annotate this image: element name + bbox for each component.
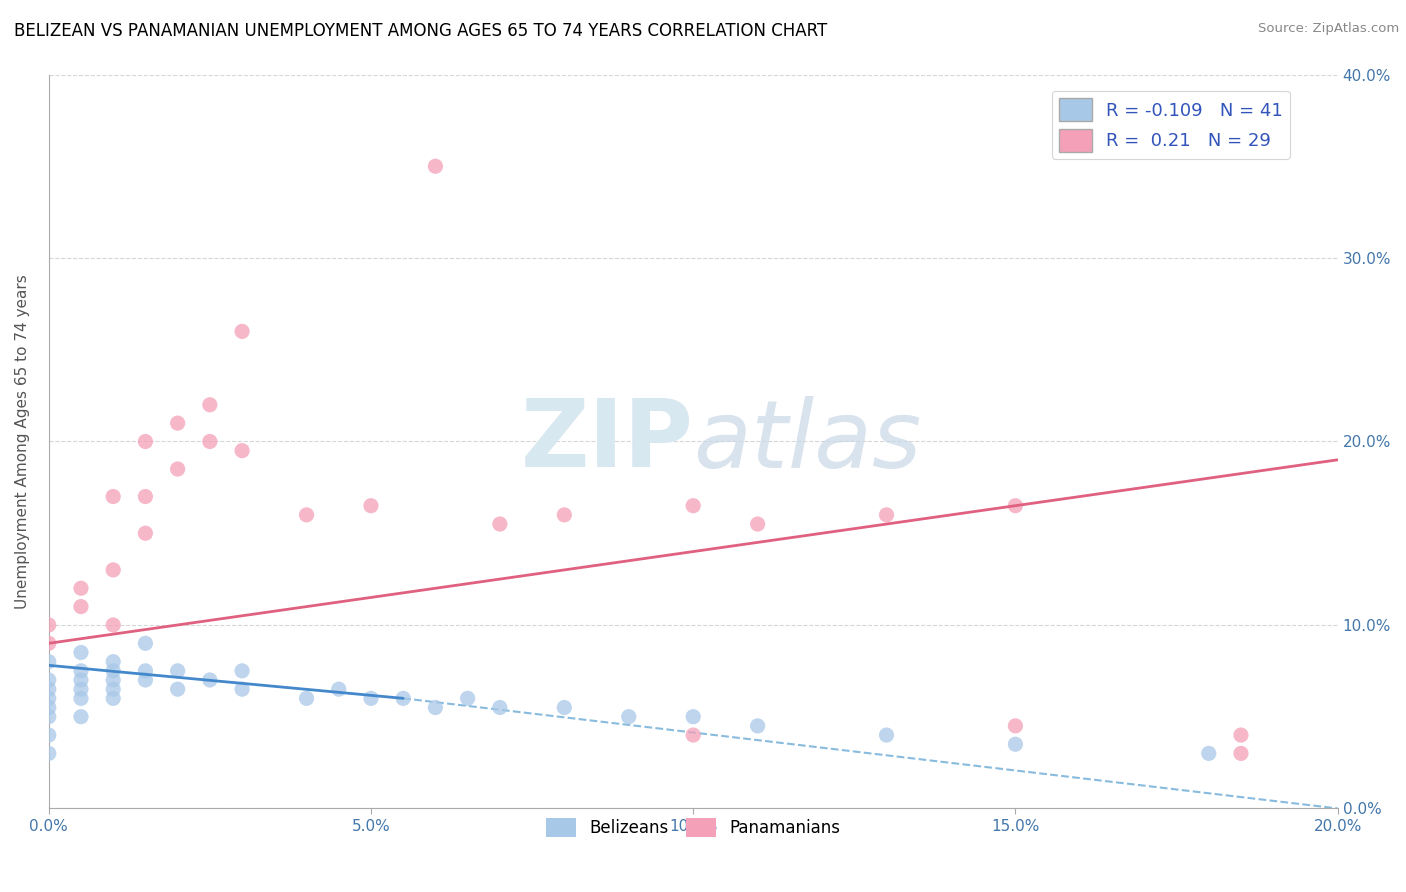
Point	[553, 700, 575, 714]
Point	[70, 709, 93, 723]
Text: BELIZEAN VS PANAMANIAN UNEMPLOYMENT AMONG AGES 65 TO 74 YEARS CORRELATION CHART: BELIZEAN VS PANAMANIAN UNEMPLOYMENT AMON…	[14, 22, 827, 40]
Point	[70, 664, 93, 678]
Point	[103, 682, 125, 697]
Point	[876, 508, 898, 522]
Point	[457, 691, 479, 706]
Point	[747, 516, 769, 531]
Point	[134, 664, 156, 678]
Point	[70, 581, 93, 595]
Point	[489, 516, 512, 531]
Legend: Belizeans, Panamanians: Belizeans, Panamanians	[540, 812, 846, 844]
Point	[38, 709, 60, 723]
Point	[392, 691, 415, 706]
Point	[38, 655, 60, 669]
Point	[38, 673, 60, 687]
Point	[360, 499, 382, 513]
Text: Source: ZipAtlas.com: Source: ZipAtlas.com	[1258, 22, 1399, 36]
Point	[1004, 499, 1026, 513]
Point	[1198, 747, 1220, 761]
Point	[166, 416, 188, 430]
Point	[134, 526, 156, 541]
Point	[38, 728, 60, 742]
Point	[134, 490, 156, 504]
Point	[70, 691, 93, 706]
Point	[70, 645, 93, 659]
Point	[38, 682, 60, 697]
Point	[425, 700, 447, 714]
Point	[1004, 719, 1026, 733]
Point	[38, 747, 60, 761]
Point	[231, 682, 253, 697]
Point	[166, 462, 188, 476]
Point	[198, 434, 221, 449]
Point	[38, 618, 60, 632]
Point	[295, 691, 318, 706]
Point	[617, 709, 640, 723]
Point	[198, 673, 221, 687]
Point	[103, 655, 125, 669]
Text: atlas: atlas	[693, 396, 921, 487]
Point	[682, 709, 704, 723]
Point	[682, 499, 704, 513]
Point	[103, 691, 125, 706]
Point	[1230, 728, 1253, 742]
Text: ZIP: ZIP	[520, 395, 693, 488]
Point	[682, 728, 704, 742]
Point	[103, 618, 125, 632]
Point	[166, 682, 188, 697]
Point	[489, 700, 512, 714]
Point	[231, 664, 253, 678]
Point	[38, 700, 60, 714]
Point	[134, 636, 156, 650]
Point	[231, 443, 253, 458]
Point	[70, 682, 93, 697]
Point	[70, 599, 93, 614]
Point	[231, 325, 253, 339]
Point	[38, 691, 60, 706]
Y-axis label: Unemployment Among Ages 65 to 74 years: Unemployment Among Ages 65 to 74 years	[15, 274, 30, 609]
Point	[134, 434, 156, 449]
Point	[328, 682, 350, 697]
Point	[1230, 747, 1253, 761]
Point	[360, 691, 382, 706]
Point	[103, 673, 125, 687]
Point	[103, 664, 125, 678]
Point	[198, 398, 221, 412]
Point	[134, 673, 156, 687]
Point	[553, 508, 575, 522]
Point	[70, 673, 93, 687]
Point	[747, 719, 769, 733]
Point	[166, 664, 188, 678]
Point	[103, 563, 125, 577]
Point	[103, 490, 125, 504]
Point	[1004, 737, 1026, 751]
Point	[38, 636, 60, 650]
Point	[876, 728, 898, 742]
Point	[425, 159, 447, 173]
Point	[295, 508, 318, 522]
